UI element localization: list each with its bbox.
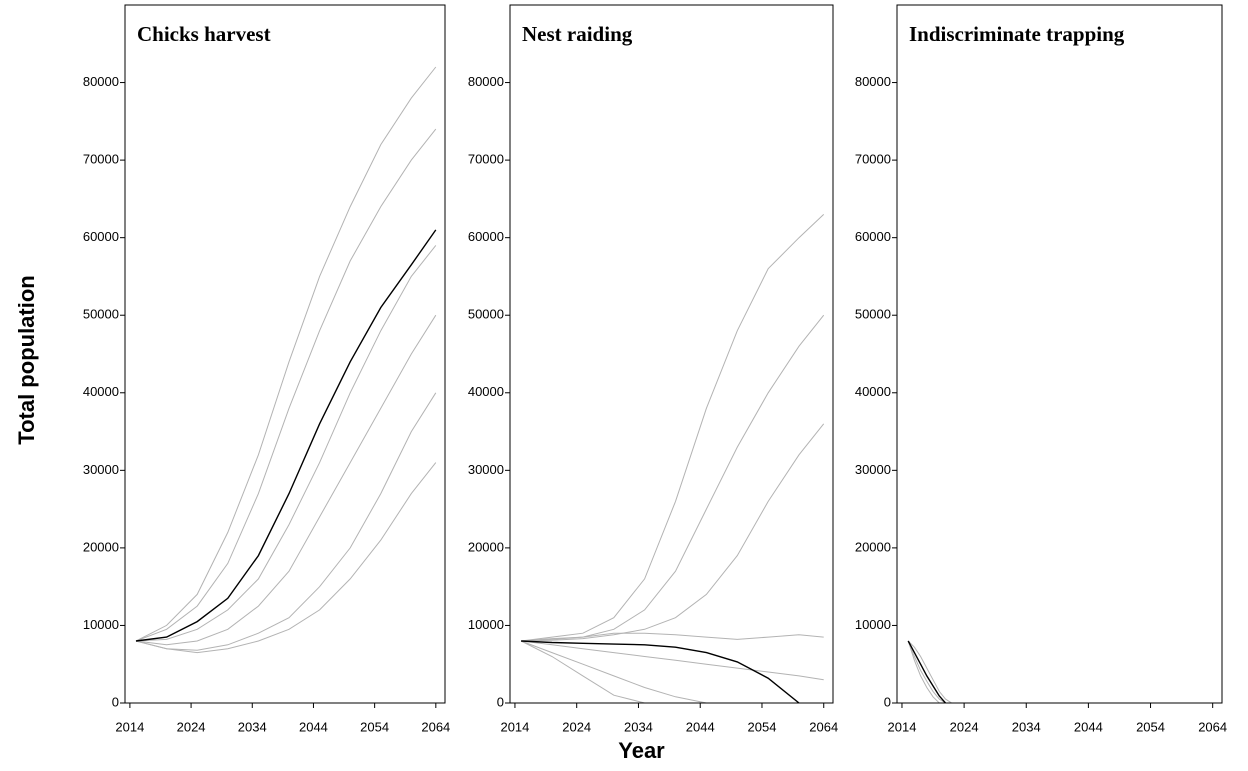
y-tick-label: 20000 <box>83 539 119 554</box>
x-tick-label: 2034 <box>624 719 653 734</box>
series-line <box>135 245 437 642</box>
x-tick-label: 2064 <box>809 719 838 734</box>
series-line <box>520 640 707 703</box>
y-tick-label: 10000 <box>83 617 119 632</box>
y-tick-label: 30000 <box>468 462 504 477</box>
series-line <box>135 314 437 646</box>
x-tick-label: 2024 <box>562 719 591 734</box>
y-tick-label: 80000 <box>855 74 891 89</box>
y-tick-label: 10000 <box>855 617 891 632</box>
y-tick-label: 50000 <box>83 307 119 322</box>
x-tick-label: 2034 <box>238 719 267 734</box>
x-tick-label: 2054 <box>748 719 777 734</box>
x-tick-label: 2054 <box>1136 719 1165 734</box>
x-tick-label: 2064 <box>1198 719 1227 734</box>
series-line <box>135 392 437 651</box>
series-line <box>907 640 952 703</box>
y-tick-label: 0 <box>112 694 119 709</box>
series-line <box>521 632 824 642</box>
series-line <box>135 128 437 642</box>
x-tick-label: 2034 <box>1012 719 1041 734</box>
y-tick-label: 70000 <box>468 152 504 167</box>
series-line <box>135 229 437 642</box>
series-line <box>907 640 946 703</box>
series-line <box>521 640 800 703</box>
y-tick-label: 60000 <box>83 229 119 244</box>
x-tick-label: 2044 <box>299 719 328 734</box>
panel-title: Chicks harvest <box>137 22 271 46</box>
series-line <box>521 214 825 642</box>
y-tick-label: 70000 <box>83 152 119 167</box>
y-tick-label: 0 <box>497 694 504 709</box>
y-tick-label: 30000 <box>83 462 119 477</box>
x-tick-label: 2014 <box>115 719 144 734</box>
x-tick-label: 2064 <box>421 719 450 734</box>
series-line <box>521 423 825 642</box>
x-tick-label: 2014 <box>500 719 529 734</box>
x-tick-label: 2044 <box>1074 719 1103 734</box>
plot-frame <box>509 4 834 704</box>
x-tick-label: 2054 <box>360 719 389 734</box>
series-line <box>135 462 437 654</box>
y-tick-label: 50000 <box>855 307 891 322</box>
plot-frame <box>896 4 1223 704</box>
y-tick-label: 50000 <box>468 307 504 322</box>
y-tick-label: 60000 <box>468 229 504 244</box>
plot-frame <box>124 4 446 704</box>
series-line <box>907 640 947 703</box>
y-tick-label: 30000 <box>855 462 891 477</box>
y-tick-label: 40000 <box>468 384 504 399</box>
y-tick-label: 70000 <box>855 152 891 167</box>
y-tick-label: 10000 <box>468 617 504 632</box>
series-line <box>135 66 437 642</box>
series-line <box>520 640 645 703</box>
series-line <box>907 640 940 703</box>
y-tick-label: 60000 <box>855 229 891 244</box>
x-tick-label: 2024 <box>950 719 979 734</box>
series-line <box>521 640 824 681</box>
series-line <box>521 314 825 642</box>
x-axis-label: Year <box>618 738 665 763</box>
x-tick-label: 2014 <box>888 719 917 734</box>
panel-title: Nest raiding <box>522 22 633 46</box>
y-tick-label: 80000 <box>468 74 504 89</box>
y-tick-label: 20000 <box>468 539 504 554</box>
y-tick-label: 80000 <box>83 74 119 89</box>
y-tick-label: 40000 <box>855 384 891 399</box>
y-tick-label: 20000 <box>855 539 891 554</box>
y-axis-label: Total population <box>14 275 39 444</box>
x-tick-label: 2024 <box>177 719 206 734</box>
y-tick-label: 40000 <box>83 384 119 399</box>
x-tick-label: 2044 <box>686 719 715 734</box>
panel-title: Indiscriminate trapping <box>909 22 1125 46</box>
y-tick-label: 0 <box>884 694 891 709</box>
